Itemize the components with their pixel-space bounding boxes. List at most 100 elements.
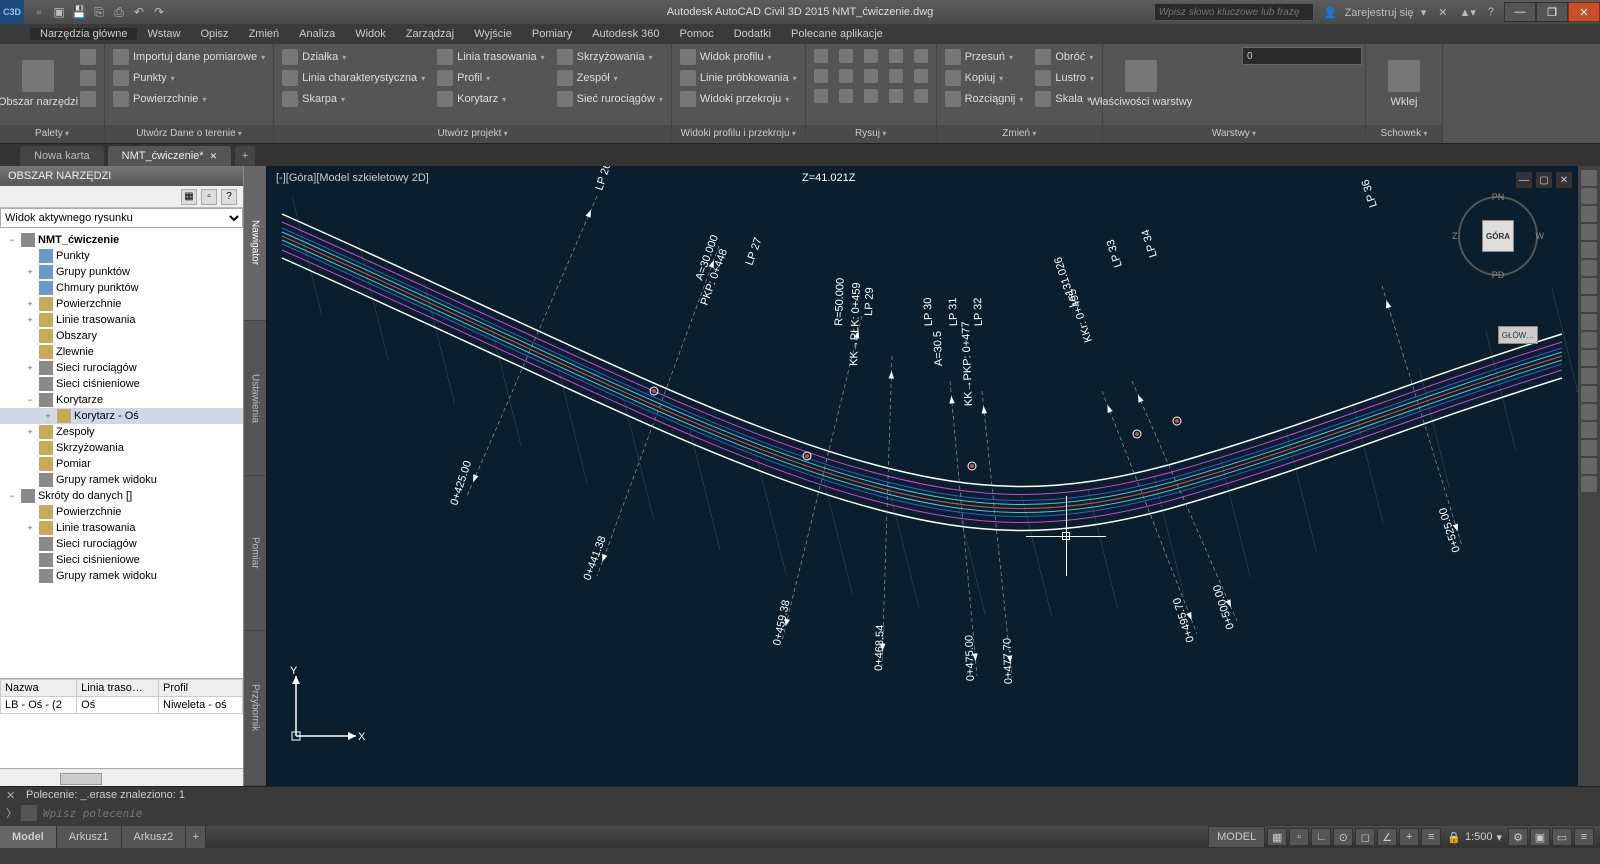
tree-node[interactable]: +Korytarz - Oś — [0, 408, 243, 424]
snap-icon[interactable]: ▫ — [1289, 828, 1309, 846]
coord-system-badge[interactable]: GŁÓW… — [1498, 326, 1538, 344]
scale-button[interactable]: 🔒 1:500 ▾ — [1443, 826, 1506, 848]
tree-node[interactable]: Chmury punktów — [0, 280, 243, 296]
navrail-icon[interactable] — [1581, 386, 1597, 402]
draw-tool-icon[interactable] — [834, 87, 858, 105]
close-button[interactable]: ✕ — [1568, 2, 1600, 22]
help-icon[interactable]: ? — [1484, 6, 1498, 18]
side-tab-pomiar[interactable]: Pomiar — [244, 476, 266, 631]
layout-tab[interactable]: Arkusz2 — [122, 826, 187, 848]
add-tab-button[interactable]: + — [235, 146, 255, 166]
navrail-icon[interactable] — [1581, 350, 1597, 366]
model-space-button[interactable]: MODEL — [1208, 826, 1265, 848]
vp-min-icon[interactable]: — — [1516, 172, 1532, 188]
maximize-button[interactable]: ❐ — [1536, 2, 1568, 22]
qat-save-icon[interactable]: 💾 — [70, 3, 88, 21]
tree-node[interactable]: Punkty — [0, 248, 243, 264]
navrail-icon[interactable] — [1581, 206, 1597, 222]
ucs-icon[interactable]: X Y — [286, 666, 366, 746]
ribbon-powierzchnie[interactable]: Powierzchnie — [108, 89, 270, 109]
ts-btn2-icon[interactable]: ▫ — [201, 189, 217, 205]
maximize-vp-icon[interactable]: ▣ — [1530, 828, 1550, 846]
tab-close-icon[interactable]: ✕ — [210, 151, 218, 161]
custom-icon[interactable]: ≡ — [1574, 828, 1594, 846]
draw-tool-icon[interactable] — [809, 87, 833, 105]
menu-opisz[interactable]: Opisz — [190, 28, 238, 40]
ribbon-kopiuj[interactable]: Kopiuj — [940, 68, 1029, 88]
draw-tool-icon[interactable] — [884, 47, 908, 65]
navrail-icon[interactable] — [1581, 440, 1597, 456]
osnap-icon[interactable]: ◻ — [1355, 828, 1375, 846]
grid-icon[interactable]: ▦ — [1267, 828, 1287, 846]
tree-node[interactable]: Obszary — [0, 328, 243, 344]
side-tab-nawigator[interactable]: Nawigator — [244, 166, 266, 321]
menu-zarządzaj[interactable]: Zarządzaj — [396, 28, 464, 40]
vp-max-icon[interactable]: ▢ — [1536, 172, 1552, 188]
ribbon-panel-title[interactable]: Widoki profilu i przekroju — [672, 125, 805, 143]
cmdline-toggle-icon[interactable]: 〉 — [6, 805, 17, 821]
draw-tool-icon[interactable] — [859, 67, 883, 85]
tree-node[interactable]: +Linie trasowania — [0, 312, 243, 328]
viewport-label[interactable]: [-][Góra][Model szkieletowy 2D] — [276, 172, 429, 184]
ribbon-small-btn[interactable] — [75, 68, 101, 88]
exchange-icon[interactable]: ✕ — [1434, 6, 1451, 19]
navrail-icon[interactable] — [1581, 170, 1597, 186]
ribbon-widoki-przekroju[interactable]: Widoki przekroju — [675, 89, 802, 109]
gear-icon[interactable]: ⚙ — [1508, 828, 1528, 846]
draw-tool-icon[interactable] — [884, 67, 908, 85]
viewcube-face[interactable]: GÓRA — [1482, 220, 1514, 252]
add-layout-button[interactable]: + — [186, 826, 206, 848]
side-tab-ustawienia[interactable]: Ustawienia — [244, 321, 266, 476]
layer-tool-icon[interactable] — [1226, 70, 1240, 84]
menu-widok[interactable]: Widok — [345, 28, 396, 40]
navrail-icon[interactable] — [1581, 242, 1597, 258]
menu-narzędzia-główne[interactable]: Narzędzia główne — [30, 28, 137, 40]
ribbon-obróć[interactable]: Obróć — [1030, 47, 1099, 67]
navrail-icon[interactable] — [1581, 260, 1597, 276]
otrack-icon[interactable]: ∠ — [1377, 828, 1397, 846]
lwt-icon[interactable]: ≡ — [1421, 828, 1441, 846]
tree-node[interactable]: Pomiar — [0, 456, 243, 472]
ribbon-panel-title[interactable]: Warstwy — [1103, 125, 1365, 143]
ribbon-importuj-dane-pomiarowe[interactable]: Importuj dane pomiarowe — [108, 47, 270, 67]
draw-tool-icon[interactable] — [809, 47, 833, 65]
ribbon-panel-title[interactable]: Utwórz Dane o terenie — [105, 125, 273, 143]
ribbon-skarpa[interactable]: Skarpa — [277, 89, 430, 109]
navrail-icon[interactable] — [1581, 188, 1597, 204]
draw-tool-icon[interactable] — [909, 67, 933, 85]
ribbon-rozciągnij[interactable]: Rozciągnij — [940, 89, 1029, 109]
ribbon-obszar-narzędzi[interactable]: Obszar narzędzi — [3, 47, 73, 121]
grid-col[interactable]: Linia traso… — [77, 680, 159, 697]
ribbon-small-btn[interactable] — [75, 89, 101, 109]
app-logo[interactable]: C3D — [0, 0, 24, 24]
clean-icon[interactable]: ▭ — [1552, 828, 1572, 846]
tree-node[interactable]: Grupy ramek widoku — [0, 472, 243, 488]
tree-node[interactable]: +Powierzchnie — [0, 296, 243, 312]
draw-tool-icon[interactable] — [909, 47, 933, 65]
ts-btn1-icon[interactable]: ▦ — [181, 189, 197, 205]
menu-polecane-aplikacje[interactable]: Polecane aplikacje — [781, 28, 893, 40]
ribbon-panel-title[interactable]: Utwórz projekt — [274, 125, 671, 143]
ribbon-wklej[interactable]: Wklej — [1369, 47, 1439, 121]
navrail-icon[interactable] — [1581, 296, 1597, 312]
cmdline-icon[interactable] — [21, 805, 37, 821]
layer-tool-icon[interactable] — [1178, 70, 1192, 84]
ribbon-przesuń[interactable]: Przesuń — [940, 47, 1029, 67]
draw-tool-icon[interactable] — [859, 47, 883, 65]
qat-print-icon[interactable]: ⎙ — [110, 3, 128, 21]
menu-dodatki[interactable]: Dodatki — [724, 28, 781, 40]
grid-scrollbar[interactable] — [0, 768, 243, 786]
ribbon-widok-profilu[interactable]: Widok profilu — [675, 47, 802, 67]
menu-wyjście[interactable]: Wyjście — [464, 28, 522, 40]
ribbon-panel-title[interactable]: Rysuj — [806, 125, 936, 143]
a360-icon[interactable]: ▲▾ — [1455, 6, 1479, 19]
draw-tool-icon[interactable] — [884, 87, 908, 105]
navrail-icon[interactable] — [1581, 404, 1597, 420]
qat-saveas-icon[interactable]: ⎘ — [90, 3, 108, 21]
bulb-icon[interactable] — [1178, 47, 1192, 61]
grid-col[interactable]: Nazwa — [1, 680, 77, 697]
tree-node[interactable]: +Grupy punktów — [0, 264, 243, 280]
ribbon-właściwości-warstwy[interactable]: Właściwości warstwy — [1106, 47, 1176, 121]
tree-node[interactable]: Skrzyżowania — [0, 440, 243, 456]
minimize-button[interactable]: — — [1504, 2, 1536, 22]
